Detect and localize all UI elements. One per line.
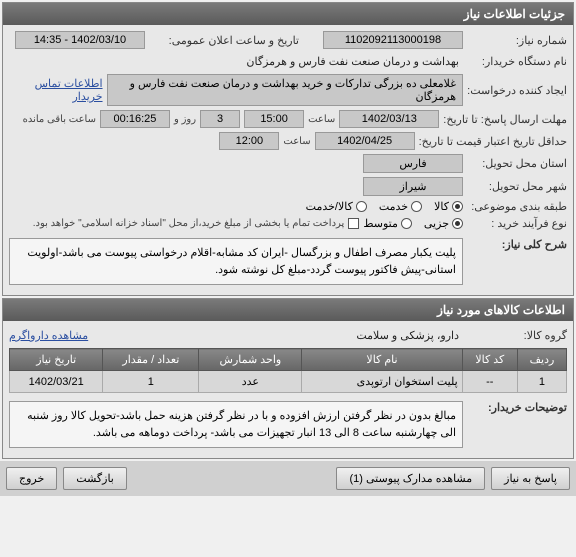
radio-minor[interactable]: جزیی bbox=[424, 217, 463, 230]
lbl-hour2: ساعت bbox=[283, 136, 310, 147]
lbl-buyer-note: توضیحات خریدار: bbox=[467, 401, 567, 414]
lbl-deadline: مهلت ارسال پاسخ: تا تاریخ: bbox=[443, 113, 567, 126]
lbl-dayand: روز و bbox=[174, 114, 196, 125]
radio-medium[interactable]: متوسط bbox=[363, 217, 412, 230]
lbl-goods-group: گروه کالا: bbox=[467, 329, 567, 342]
th-name: نام کالا bbox=[302, 349, 462, 371]
th-row: ردیف bbox=[517, 349, 566, 371]
lbl-province: استان محل تحویل: bbox=[467, 157, 567, 170]
lbl-buyer-org: نام دستگاه خریدار: bbox=[467, 55, 567, 68]
td-code: -- bbox=[462, 371, 517, 393]
val-province: فارس bbox=[363, 154, 463, 173]
td-unit: عدد bbox=[199, 371, 302, 393]
radio-goods[interactable]: کالا bbox=[434, 200, 463, 213]
reply-button[interactable]: پاسخ به نیاز bbox=[491, 467, 570, 490]
table-row[interactable]: 1 -- پلیت استخوان ارتوپدی عدد 1 1402/03/… bbox=[10, 371, 567, 393]
radio-service-label: خدمت bbox=[379, 200, 408, 213]
lbl-remaining: ساعت باقی مانده bbox=[23, 114, 96, 125]
link-view-tree[interactable]: مشاهده دارواگرم bbox=[9, 329, 88, 342]
lbl-announce-dt: تاریخ و ساعت اعلان عمومی: bbox=[149, 34, 299, 47]
val-req-number: 1102092113000198 bbox=[323, 31, 463, 49]
radio-process: جزیی متوسط bbox=[363, 217, 463, 230]
radio-category: کالا خدمت کالا/خدمت bbox=[306, 200, 463, 213]
val-creator: غلامعلی ده بزرگی تدارکات و خرید بهداشت و… bbox=[107, 74, 463, 106]
val-city: شیراز bbox=[363, 177, 463, 196]
attachments-button[interactable]: مشاهده مدارک پیوستی (1) bbox=[336, 467, 485, 490]
val-price-time: 12:00 bbox=[219, 132, 279, 150]
lbl-city: شهر محل تحویل: bbox=[467, 180, 567, 193]
val-deadline-time: 15:00 bbox=[244, 110, 304, 128]
button-bar: پاسخ به نیاز مشاهده مدارک پیوستی (1) باز… bbox=[0, 461, 576, 496]
val-buyer-note: مبالغ بدون در نظر گرفتن ارزش افزوده و با… bbox=[9, 401, 463, 448]
val-deadline-date: 1402/03/13 bbox=[339, 110, 439, 128]
link-buyer-contact[interactable]: اطلاعات تماس خریدار bbox=[9, 77, 103, 103]
lbl-creator: ایجاد کننده درخواست: bbox=[467, 84, 567, 97]
exit-button[interactable]: خروج bbox=[6, 467, 57, 490]
th-code: کد کالا bbox=[462, 349, 517, 371]
val-price-date: 1402/04/25 bbox=[315, 132, 415, 150]
val-desc: پلیت یکبار مصرف اطفال و بزرگسال -ایران ک… bbox=[9, 238, 463, 285]
val-goods-group: دارو، پزشکی و سلامت bbox=[92, 327, 463, 344]
back-button[interactable]: بازگشت bbox=[63, 467, 127, 490]
lbl-hour1: ساعت bbox=[308, 114, 335, 125]
lbl-process-type: نوع فرآیند خرید : bbox=[467, 217, 567, 230]
goods-panel-title: اطلاعات کالاهای مورد نیاز bbox=[3, 299, 573, 321]
val-buyer-org: بهداشت و درمان صنعت نفت فارس و هرمزگان bbox=[242, 53, 463, 70]
goods-panel: اطلاعات کالاهای مورد نیاز گروه کالا: دار… bbox=[2, 298, 574, 459]
lbl-req-number: شماره نیاز: bbox=[467, 34, 567, 47]
radio-goods-label: کالا bbox=[434, 200, 449, 213]
checkbox-treasury[interactable] bbox=[348, 218, 359, 229]
td-name: پلیت استخوان ارتوپدی bbox=[302, 371, 462, 393]
val-countdown: 00:16:25 bbox=[100, 110, 170, 128]
td-row: 1 bbox=[517, 371, 566, 393]
val-announce-dt: 1402/03/10 - 14:35 bbox=[15, 31, 145, 49]
lbl-desc: شرح کلی نیاز: bbox=[467, 238, 567, 251]
radio-service[interactable]: خدمت bbox=[379, 200, 422, 213]
td-qty: 1 bbox=[103, 371, 199, 393]
lbl-price-valid: حداقل تاریخ اعتبار قیمت تا تاریخ: bbox=[419, 135, 567, 148]
val-days: 3 bbox=[200, 110, 240, 128]
goods-table: ردیف کد کالا نام کالا واحد شمارش تعداد /… bbox=[9, 348, 567, 393]
lbl-category: طبقه بندی موضوعی: bbox=[467, 200, 567, 213]
radio-minor-label: جزیی bbox=[424, 217, 449, 230]
radio-both[interactable]: کالا/خدمت bbox=[306, 200, 367, 213]
lbl-treasury-note: پرداخت تمام یا بخشی از مبلغ خرید،از محل … bbox=[9, 218, 344, 229]
radio-both-label: کالا/خدمت bbox=[306, 200, 353, 213]
th-date: تاریخ نیاز bbox=[10, 349, 103, 371]
main-panel: جزئیات اطلاعات نیاز شماره نیاز: 11020921… bbox=[2, 2, 574, 296]
th-qty: تعداد / مقدار bbox=[103, 349, 199, 371]
radio-medium-label: متوسط bbox=[363, 217, 398, 230]
th-unit: واحد شمارش bbox=[199, 349, 302, 371]
main-panel-title: جزئیات اطلاعات نیاز bbox=[3, 3, 573, 25]
td-date: 1402/03/21 bbox=[10, 371, 103, 393]
